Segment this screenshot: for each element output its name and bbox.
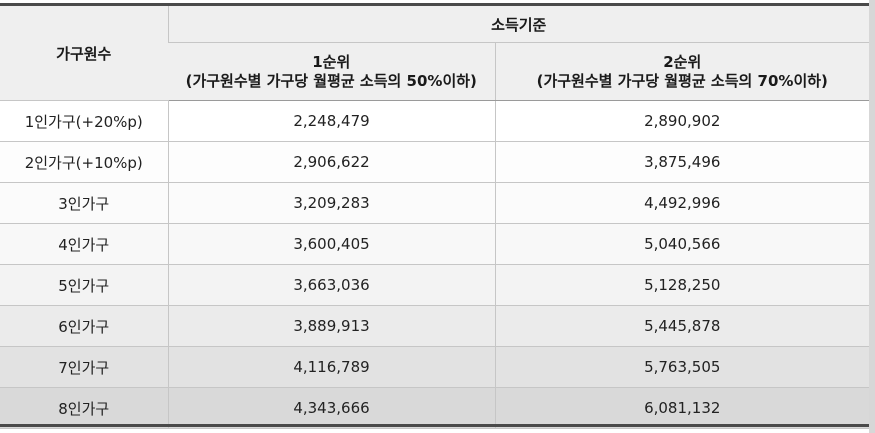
right-edge-shade [869,0,875,433]
table-row: 3인가구 3,209,283 4,492,996 [0,182,870,224]
rank2-cell: 6,081,132 [494,387,870,429]
rank1-subtitle: (가구원수별 가구당 월평균 소득의 50%이하) [185,71,477,90]
rank2-subtitle: (가구원수별 가구당 월평균 소득의 70%이하) [536,71,828,90]
rank2-title: 2순위 [663,52,702,71]
table-header-row: 가구원수 소득기준 [0,6,870,101]
table-row: 6인가구 3,889,913 5,445,878 [0,305,870,347]
table-row: 8인가구 4,343,666 6,081,132 [0,387,870,429]
rank2-cell: 5,128,250 [494,264,870,306]
rank2-cell: 5,763,505 [494,346,870,388]
table-bottom-rule [0,424,869,427]
household-cell: 1인가구(+20%p) [0,100,168,142]
rank1-cell: 3,663,036 [167,264,495,306]
table-row: 2인가구(+10%p) 2,906,622 3,875,496 [0,141,870,183]
household-size-header: 가구원수 [0,6,168,101]
table-row: 1인가구(+20%p) 2,248,479 2,890,902 [0,100,870,142]
table-top-rule [0,3,869,6]
table-row: 5인가구 3,663,036 5,128,250 [0,264,870,306]
rank1-title: 1순위 [312,52,351,71]
rank2-cell: 4,492,996 [494,182,870,224]
table-row: 7인가구 4,116,789 5,763,505 [0,346,870,388]
rank2-header: 2순위 (가구원수별 가구당 월평균 소득의 70%이하) [494,42,870,101]
rank2-cell: 2,890,902 [494,100,870,142]
household-cell: 2인가구(+10%p) [0,141,168,183]
rank1-cell: 2,906,622 [167,141,495,183]
household-cell: 6인가구 [0,305,168,347]
rank1-cell: 3,889,913 [167,305,495,347]
rank2-cell: 3,875,496 [494,141,870,183]
rank1-cell: 4,343,666 [167,387,495,429]
rank1-header: 1순위 (가구원수별 가구당 월평균 소득의 50%이하) [168,42,495,101]
rank2-cell: 5,040,566 [494,223,870,265]
rank1-cell: 3,209,283 [167,182,495,224]
rank2-cell: 5,445,878 [494,305,870,347]
household-cell: 5인가구 [0,264,168,306]
household-cell: 8인가구 [0,387,168,429]
rank1-cell: 2,248,479 [167,100,495,142]
household-cell: 4인가구 [0,223,168,265]
income-criteria-table: 가구원수 소득기준 1순위 (가구원수별 가구당 월평균 소득의 50%이하) … [0,6,870,429]
rank1-cell: 4,116,789 [167,346,495,388]
table-subheader-row: 1순위 (가구원수별 가구당 월평균 소득의 50%이하) 2순위 (가구원수별… [0,42,870,101]
household-cell: 7인가구 [0,346,168,388]
income-criteria-header: 소득기준 [167,6,870,43]
rank1-cell: 3,600,405 [167,223,495,265]
table-row: 4인가구 3,600,405 5,040,566 [0,223,870,265]
household-cell: 3인가구 [0,182,168,224]
